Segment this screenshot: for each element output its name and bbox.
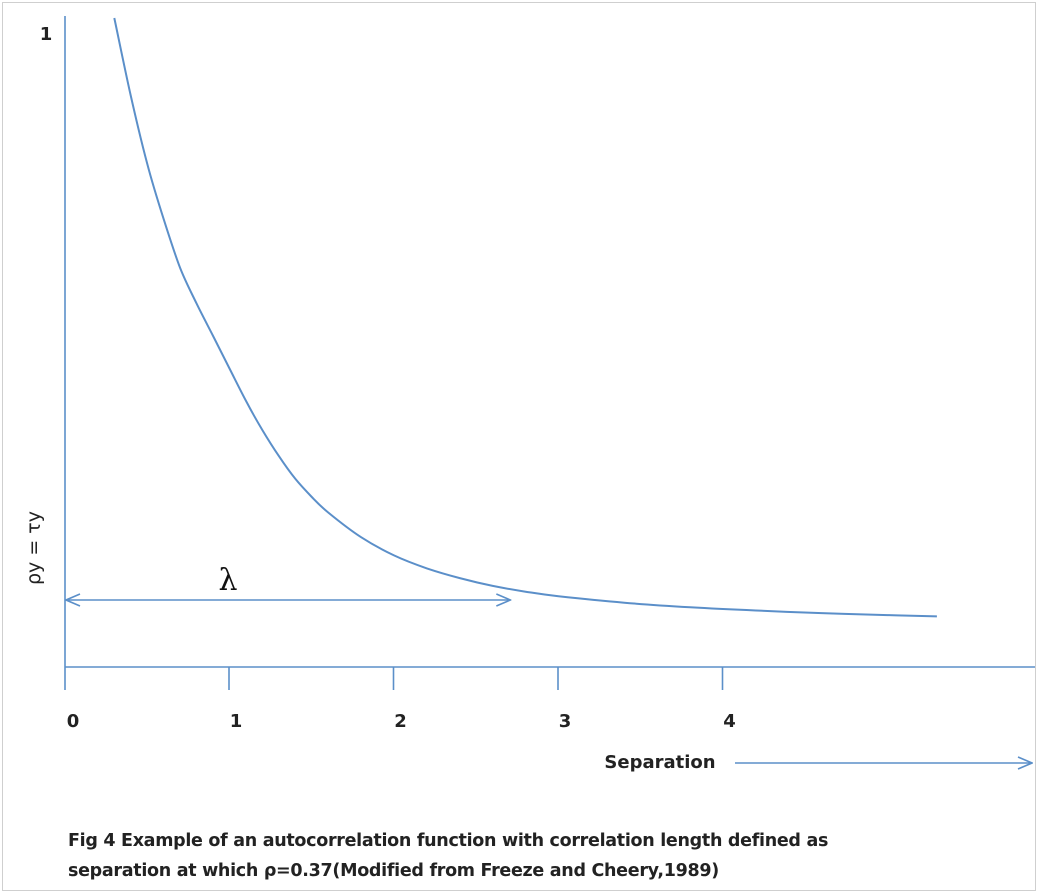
axes [64, 16, 1035, 690]
x-tick-label-4: 4 [723, 711, 736, 732]
x-axis-label: Separation [604, 752, 715, 773]
lambda-label: λ [218, 563, 237, 598]
caption-line-2: separation at which ρ=0.37(Modified from… [68, 861, 719, 881]
y-axis-label-group: ρy = τy [23, 511, 45, 585]
x-tick-label-3: 3 [559, 711, 572, 732]
x-tick-label-0: 0 [67, 711, 80, 732]
figure-caption: Fig 4 Example of an autocorrelation func… [68, 826, 968, 886]
x-tick-label-1: 1 [230, 711, 243, 732]
x-tick-label-2: 2 [394, 711, 407, 732]
tick-marks [228, 667, 724, 690]
lambda-annotation: λ [66, 563, 510, 600]
y-axis-label: ρy = τy [23, 511, 45, 585]
tick-labels: 0 1 2 3 4 1 [40, 24, 736, 732]
x-axis-label-group: Separation [604, 752, 1032, 773]
autocorrelation-curve [113, 17, 937, 618]
autocorrelation-chart: 0 1 2 3 4 1 λ ρy = τy Separation [23, 16, 1035, 773]
y-tick-label-1: 1 [40, 24, 53, 45]
caption-line-1: Fig 4 Example of an autocorrelation func… [68, 831, 829, 851]
